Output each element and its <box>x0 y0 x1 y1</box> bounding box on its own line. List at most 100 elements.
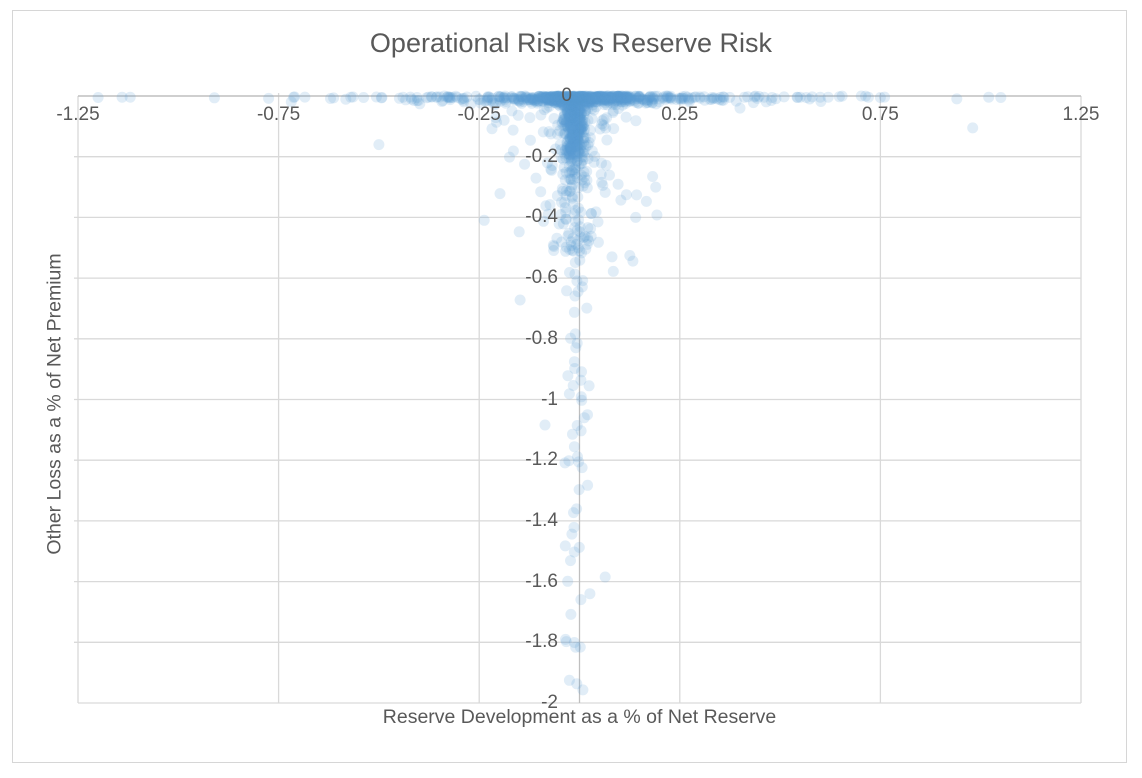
scatter-point <box>578 93 590 105</box>
scatter-point <box>560 90 572 102</box>
scatter-point <box>571 337 583 349</box>
scatter-point <box>411 95 423 107</box>
scatter-point <box>612 90 624 102</box>
scatter-point <box>444 94 456 106</box>
scatter-point <box>457 92 468 104</box>
scatter-point <box>566 152 577 164</box>
scatter-point <box>563 91 575 103</box>
scatter-point <box>560 633 571 645</box>
scatter-point <box>584 91 596 103</box>
scatter-point <box>567 137 579 149</box>
scatter-point <box>596 115 608 127</box>
scatter-point <box>547 91 559 103</box>
scatter-point <box>607 99 619 110</box>
scatter-point <box>565 144 577 156</box>
scatter-point <box>647 91 659 103</box>
scatter-point <box>573 96 585 108</box>
scatter-point <box>661 92 673 104</box>
scatter-point <box>578 232 590 243</box>
scatter-point <box>586 92 597 104</box>
scatter-point <box>565 145 577 157</box>
scatter-point <box>593 90 605 102</box>
scatter-point <box>551 90 563 102</box>
scatter-point <box>574 122 586 134</box>
scatter-point <box>804 93 816 105</box>
scatter-point <box>572 95 584 107</box>
scatter-point <box>570 164 582 176</box>
scatter-point <box>683 96 695 108</box>
scatter-point <box>590 93 602 105</box>
scatter-point <box>593 93 604 105</box>
scatter-point <box>531 97 543 109</box>
scatter-point <box>677 91 689 103</box>
scatter-point <box>592 92 603 104</box>
scatter-point <box>563 160 575 172</box>
scatter-point <box>676 92 687 104</box>
scatter-point <box>568 110 580 122</box>
scatter-point <box>651 209 663 221</box>
y-tick-label: -1.6 <box>525 570 558 592</box>
scatter-point <box>562 370 574 382</box>
scatter-point <box>529 94 541 106</box>
scatter-point <box>530 172 542 184</box>
scatter-point <box>564 173 576 185</box>
scatter-point <box>833 91 845 103</box>
scatter-point <box>569 215 581 227</box>
scatter-point <box>565 165 577 177</box>
scatter-point <box>595 169 607 180</box>
scatter-point <box>589 91 601 103</box>
scatter-point <box>529 95 541 107</box>
scatter-point <box>490 112 502 124</box>
scatter-point <box>559 93 571 105</box>
scatter-point <box>571 120 583 132</box>
scatter-point <box>554 93 566 105</box>
scatter-point <box>566 121 578 133</box>
scatter-point <box>571 92 583 104</box>
scatter-point <box>542 94 553 106</box>
scatter-point <box>567 137 579 149</box>
scatter-point <box>597 91 609 103</box>
scatter-point <box>568 93 580 105</box>
scatter-point <box>624 93 636 104</box>
scatter-point <box>532 93 544 105</box>
scatter-point <box>560 241 572 253</box>
scatter-point <box>482 91 494 103</box>
scatter-point <box>704 93 716 105</box>
scatter-point <box>564 101 576 113</box>
scatter-point <box>635 93 647 105</box>
scatter-point <box>569 117 581 129</box>
scatter-point <box>694 92 706 104</box>
scatter-point <box>570 91 582 103</box>
scatter-point <box>568 116 580 128</box>
scatter-point <box>600 95 612 106</box>
scatter-point <box>577 92 589 104</box>
scatter-point <box>565 92 577 104</box>
scatter-point <box>564 101 576 113</box>
scatter-point <box>571 155 583 167</box>
scatter-point <box>549 95 561 107</box>
scatter-point <box>520 91 532 103</box>
scatter-point <box>544 94 556 106</box>
scatter-point <box>553 96 565 108</box>
scatter-point <box>575 141 587 153</box>
scatter-point <box>561 116 573 127</box>
scatter-point <box>568 133 580 145</box>
scatter-point <box>568 96 580 108</box>
scatter-point <box>561 98 572 110</box>
scatter-point <box>544 95 556 107</box>
scatter-point <box>574 112 586 124</box>
scatter-point <box>561 100 573 112</box>
scatter-point <box>596 91 608 103</box>
scatter-point <box>585 96 597 108</box>
scatter-point <box>575 115 587 127</box>
scatter-point <box>567 121 579 132</box>
scatter-point <box>535 92 547 104</box>
y-axis-title: Other Loss as a % of Net Premium <box>43 253 66 555</box>
scatter-point <box>556 97 568 109</box>
scatter-point <box>646 97 658 109</box>
scatter-point <box>623 91 635 103</box>
scatter-point <box>632 97 644 109</box>
scatter-point <box>738 91 750 103</box>
scatter-point <box>571 102 583 114</box>
scatter-point <box>577 93 589 105</box>
